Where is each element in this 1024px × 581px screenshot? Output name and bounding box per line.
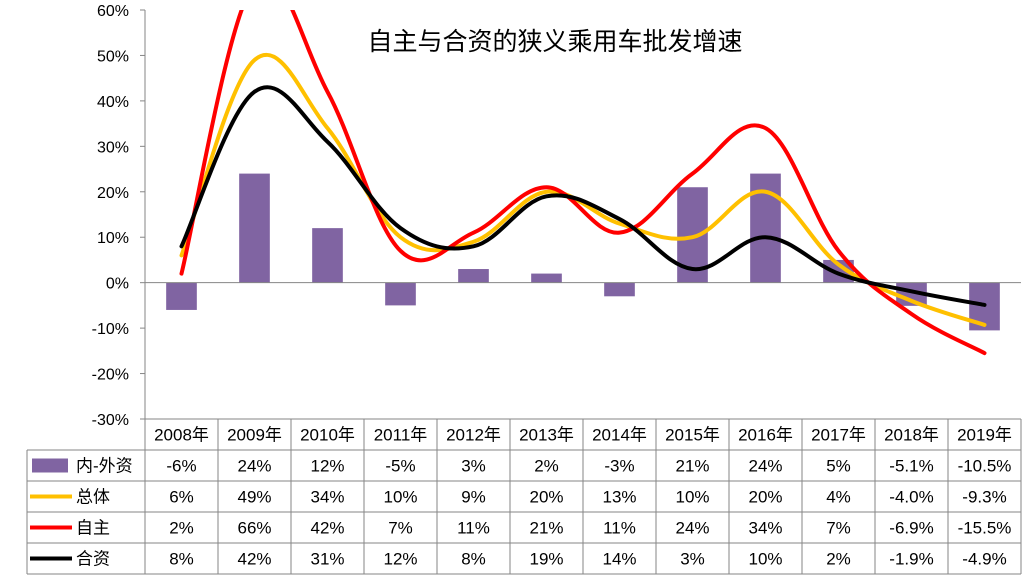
y-tick-label: 0%: [106, 276, 129, 293]
bar-内-外资-2014年: [604, 282, 635, 297]
y-tick-label: 60%: [97, 3, 129, 20]
x-tick-label: 2017年: [811, 426, 866, 445]
data-label-自主: 7%: [388, 519, 413, 538]
line-series-合资: [179, 85, 987, 307]
data-label-自主: 11%: [603, 519, 636, 538]
bar-内-外资-2010年: [312, 228, 343, 283]
x-tick-label: 2012年: [446, 426, 501, 445]
data-label-内-外资: -10.5%: [958, 457, 1012, 476]
data-label-总体: 20%: [529, 488, 563, 507]
data-label-内-外资: 24%: [748, 457, 782, 476]
x-tick-label: 2018年: [884, 426, 939, 445]
legend-label-合资: 合资: [76, 550, 110, 569]
chart-title: 自主与合资的狭义乘用车批发增速: [367, 28, 742, 56]
x-tick-label: 2008年: [154, 426, 209, 445]
bar-内-外资-2012年: [458, 269, 489, 283]
plot-area: -30% -20% -10% 0% 10% 20% 30% 40% 50% 60%: [92, 3, 1021, 429]
x-tick-label: 2019年: [957, 426, 1012, 445]
data-label-合资: 31%: [310, 550, 344, 569]
y-tick-label: -20%: [92, 367, 129, 384]
data-label-总体: 34%: [310, 488, 344, 507]
data-label-总体: 10%: [383, 488, 417, 507]
data-label-合资: 10%: [748, 550, 782, 569]
x-tick-label: 2014年: [592, 426, 647, 445]
data-label-合资: 42%: [237, 550, 271, 569]
data-label-总体: 4%: [826, 488, 851, 507]
data-label-内-外资: -5%: [385, 457, 415, 476]
data-label-自主: -6.9%: [889, 519, 933, 538]
data-label-总体: -4.0%: [889, 488, 933, 507]
data-label-总体: 10%: [675, 488, 709, 507]
data-label-合资: 14%: [602, 550, 636, 569]
data-label-自主: 21%: [529, 519, 563, 538]
line-series-自主: [179, 10, 987, 356]
bar-内-外资-2011年: [385, 282, 416, 306]
data-label-内-外资: 3%: [461, 457, 486, 476]
x-tick-label: 2011年: [374, 426, 428, 445]
y-tick-label: -10%: [92, 321, 129, 338]
data-label-内-外资: 5%: [826, 457, 851, 476]
data-label-自主: 2%: [169, 519, 194, 538]
x-tick-label: 2016年: [738, 426, 793, 445]
bar-内-外资-2013年: [531, 273, 562, 283]
data-label-自主: 34%: [748, 519, 782, 538]
data-label-内-外资: 24%: [237, 457, 271, 476]
y-tick-label: -30%: [92, 412, 129, 429]
legend-label-总体: 总体: [76, 488, 110, 507]
y-tick-label: 40%: [97, 94, 129, 111]
data-label-总体: -9.3%: [962, 488, 1006, 507]
data-label-自主: 11%: [457, 519, 490, 538]
data-label-合资: -1.9%: [889, 550, 933, 569]
data-label-合资: 12%: [383, 550, 417, 569]
data-label-总体: 13%: [602, 488, 636, 507]
bar-内-外资-2008年: [166, 282, 197, 310]
y-tick-label: 10%: [97, 230, 129, 247]
data-label-内-外资: 21%: [675, 457, 709, 476]
data-label-合资: 8%: [461, 550, 486, 569]
data-label-总体: 9%: [461, 488, 486, 507]
data-label-自主: 42%: [310, 519, 344, 538]
data-label-总体: 20%: [748, 488, 782, 507]
series-lines: [179, 10, 987, 356]
data-label-合资: -4.9%: [962, 550, 1006, 569]
data-label-总体: 6%: [169, 488, 194, 507]
data-label-合资: 3%: [680, 550, 705, 569]
data-label-合资: 19%: [529, 550, 563, 569]
data-label-内-外资: 12%: [310, 457, 344, 476]
x-tick-label: 2013年: [519, 426, 574, 445]
legend-label-自主: 自主: [76, 519, 110, 538]
y-tick-label: 30%: [97, 139, 129, 156]
y-tick-label: 50%: [97, 48, 129, 65]
data-label-内-外资: -5.1%: [889, 457, 933, 476]
data-table: 2008年 2009年 2010年 2011年 2012年 2013年 2014年 2015年…: [26, 418, 1022, 575]
data-label-内-外资: 2%: [534, 457, 559, 476]
legend-key-内-外资: [32, 458, 68, 473]
data-label-内-外资: -6%: [166, 457, 196, 476]
y-tick-label: 20%: [97, 185, 129, 202]
data-label-内-外资: -3%: [604, 457, 634, 476]
data-label-总体: 49%: [237, 488, 271, 507]
x-tick-label: 2015年: [665, 426, 720, 445]
line-series-总体: [179, 52, 987, 327]
data-label-自主: 24%: [675, 519, 709, 538]
legend-label-内-外资: 内-外资: [76, 457, 133, 476]
data-label-自主: 66%: [237, 519, 271, 538]
data-label-合资: 2%: [826, 550, 851, 569]
data-label-自主: 7%: [826, 519, 851, 538]
x-tick-label: 2010年: [300, 426, 355, 445]
bar-内-外资-2009年: [239, 173, 270, 283]
data-label-自主: -15.5%: [958, 519, 1012, 538]
x-tick-label: 2009年: [227, 426, 282, 445]
data-label-合资: 8%: [169, 550, 194, 569]
